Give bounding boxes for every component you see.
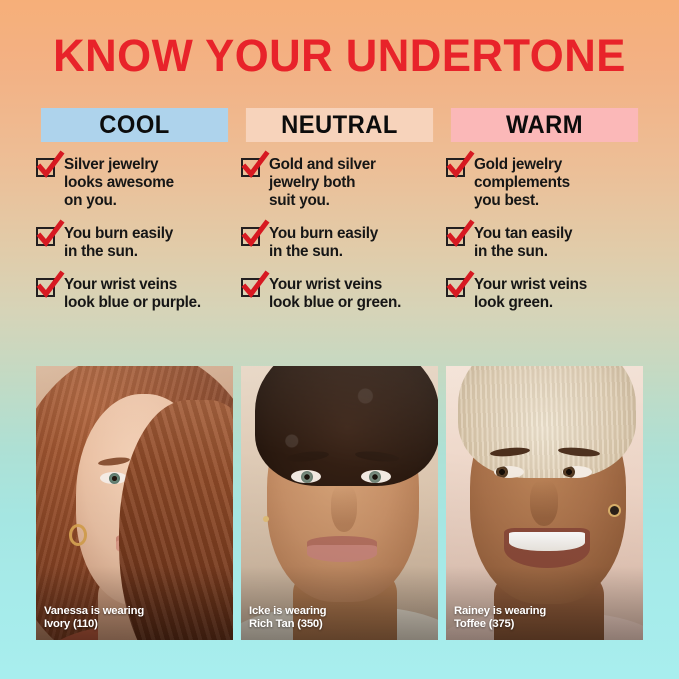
smiling-mouth (504, 528, 590, 568)
list-item: Gold and silver jewelry both suit you. (241, 150, 438, 210)
checklist-warm: Gold jewelry complements you best. You t… (446, 150, 643, 312)
list-item-text: Your wrist veins look blue or green. (269, 276, 402, 311)
list-item: Your wrist veins look blue or purple. (36, 270, 233, 312)
column-neutral: NEUTRAL Gold and silver jewelry both sui… (241, 108, 438, 312)
list-item-text: Gold jewelry complements you best. (474, 156, 570, 209)
eye-left (100, 472, 127, 484)
checkbox-checked-icon (446, 150, 475, 178)
photo-card-neutral: Icke is wearing Rich Tan (350) (241, 366, 438, 640)
checkbox-checked-icon (241, 219, 270, 247)
nose (331, 484, 357, 532)
list-item: Silver jewelry looks awesome on you. (36, 150, 233, 210)
model-photos: Vanessa is wearing Ivory (110) (36, 366, 643, 640)
nose (530, 480, 558, 526)
photo-caption: Rainey is wearing Toffee (375) (454, 605, 547, 630)
list-item: You burn easily in the sun. (241, 219, 438, 261)
list-item-text: Silver jewelry looks awesome on you. (64, 156, 174, 209)
checkbox-checked-icon (446, 219, 475, 247)
hair-strands (119, 400, 233, 640)
list-item-text: Gold and silver jewelry both suit you. (269, 156, 376, 209)
list-item-text: Your wrist veins look blue or purple. (64, 276, 201, 311)
iris (496, 466, 508, 478)
list-item-text: You tan easily in the sun. (474, 225, 573, 260)
list-item-text: Your wrist veins look green. (474, 276, 588, 311)
photo-card-warm: Rainey is wearing Toffee (375) (446, 366, 643, 640)
iris (109, 473, 120, 484)
column-header-neutral: NEUTRAL (245, 108, 434, 142)
photo-card-cool: Vanessa is wearing Ivory (110) (36, 366, 233, 640)
column-cool: COOL Silver jewelry looks awesome on you… (36, 108, 233, 312)
checkbox-checked-icon (36, 219, 65, 247)
eye-right (361, 470, 391, 483)
portrait-rainey (446, 366, 643, 640)
hair (458, 366, 636, 478)
list-item-text: You burn easily in the sun. (64, 225, 174, 260)
eye-left (291, 470, 321, 483)
earring (69, 524, 87, 546)
list-item-text: You burn easily in the sun. (269, 225, 379, 260)
checkbox-checked-icon (241, 150, 270, 178)
list-item: Gold jewelry complements you best. (446, 150, 643, 210)
column-header-cool: COOL (40, 108, 229, 142)
iris (563, 466, 575, 478)
checkbox-checked-icon (36, 150, 65, 178)
list-item: Your wrist veins look green. (446, 270, 643, 312)
column-header-warm: WARM (450, 108, 639, 142)
checkbox-checked-icon (446, 270, 475, 298)
column-warm: WARM Gold jewelry complements you best. … (446, 108, 643, 312)
portrait-icke (241, 366, 438, 640)
hair (255, 366, 438, 486)
undertone-columns: COOL Silver jewelry looks awesome on you… (36, 108, 643, 312)
teeth (509, 532, 585, 551)
list-item: Your wrist veins look blue or green. (241, 270, 438, 312)
photo-caption: Vanessa is wearing Ivory (110) (44, 605, 145, 630)
earring (610, 506, 619, 515)
list-item: You tan easily in the sun. (446, 219, 643, 261)
earring (263, 516, 269, 522)
checkbox-checked-icon (36, 270, 65, 298)
list-item: You burn easily in the sun. (36, 219, 233, 261)
photo-caption: Icke is wearing Rich Tan (350) (249, 605, 327, 630)
iris (369, 471, 381, 483)
page-title: KNOW YOUR UNDERTONE (53, 30, 626, 81)
checklist-neutral: Gold and silver jewelry both suit you. Y… (241, 150, 438, 312)
iris (301, 471, 313, 483)
lip-lower (307, 545, 377, 562)
checklist-cool: Silver jewelry looks awesome on you. You… (36, 150, 233, 312)
eye-left (494, 466, 524, 478)
checkbox-checked-icon (241, 270, 270, 298)
eye-right (562, 466, 592, 478)
portrait-vanessa (36, 366, 233, 640)
